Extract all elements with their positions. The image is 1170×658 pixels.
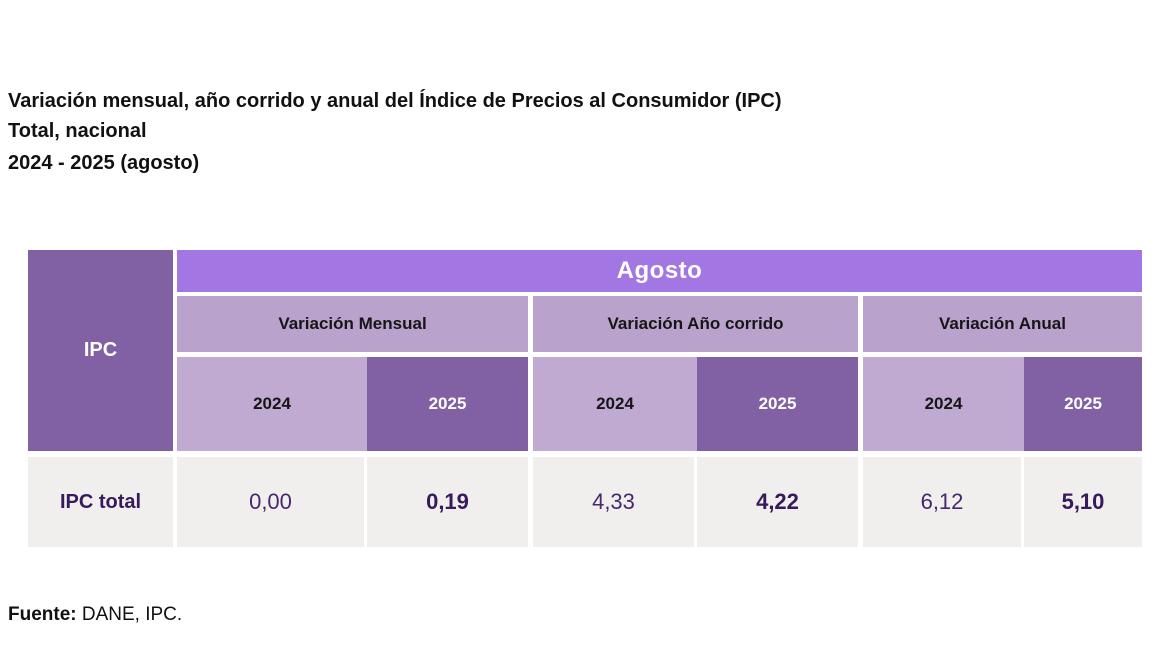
year-header-anual-2024: 2024 (863, 357, 1024, 451)
source-text: DANE, IPC. (76, 604, 183, 625)
title-line-coverage: Total, nacional (8, 120, 147, 142)
group-header-variacion-ano-corrido: Variación Año corrido (533, 296, 858, 352)
row-label-ipc-total: IPC total (28, 457, 173, 547)
source-line: Fuente: DANE, IPC. (8, 604, 182, 626)
title-line-main: Variación mensual, año corrido y anual d… (8, 90, 782, 112)
year-header-ano-corrido-2024: 2024 (533, 357, 697, 451)
value-ano-corrido-2024: 4,33 (533, 457, 694, 547)
value-ano-corrido-2025: 4,22 (697, 457, 858, 547)
year-header-mensual-2025: 2025 (367, 357, 528, 451)
title-line-period: 2024 - 2025 (agosto) (8, 152, 200, 174)
year-header-mensual-2024: 2024 (177, 357, 367, 451)
group-header-variacion-anual: Variación Anual (863, 296, 1142, 352)
source-label: Fuente: (8, 604, 77, 625)
value-anual-2024: 6,12 (863, 457, 1021, 547)
value-mensual-2025: 0,19 (367, 457, 528, 547)
table-corner-header: IPC (28, 250, 173, 451)
group-header-variacion-mensual: Variación Mensual (177, 296, 528, 352)
year-header-anual-2025: 2025 (1024, 357, 1142, 451)
month-header: Agosto (177, 250, 1142, 292)
year-header-ano-corrido-2025: 2025 (697, 357, 858, 451)
value-anual-2025: 5,10 (1024, 457, 1142, 547)
ipc-table: IPC Agosto Variación Mensual Variación A… (28, 250, 1142, 547)
chart-title-block: Variación mensual, año corrido y anual d… (8, 86, 782, 178)
value-mensual-2024: 0,00 (177, 457, 364, 547)
